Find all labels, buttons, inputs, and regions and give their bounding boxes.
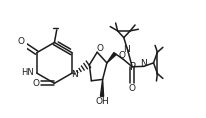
Text: OH: OH <box>96 97 109 106</box>
Text: P: P <box>130 62 136 72</box>
Text: HN: HN <box>21 68 34 77</box>
Text: O: O <box>129 84 136 93</box>
Text: N: N <box>123 45 130 54</box>
Text: N: N <box>140 59 147 68</box>
Text: O: O <box>118 51 125 60</box>
Polygon shape <box>101 79 104 96</box>
Text: O: O <box>96 44 103 53</box>
Text: O: O <box>32 79 39 88</box>
Text: N: N <box>71 70 77 79</box>
Polygon shape <box>107 53 116 63</box>
Text: O: O <box>17 38 24 46</box>
